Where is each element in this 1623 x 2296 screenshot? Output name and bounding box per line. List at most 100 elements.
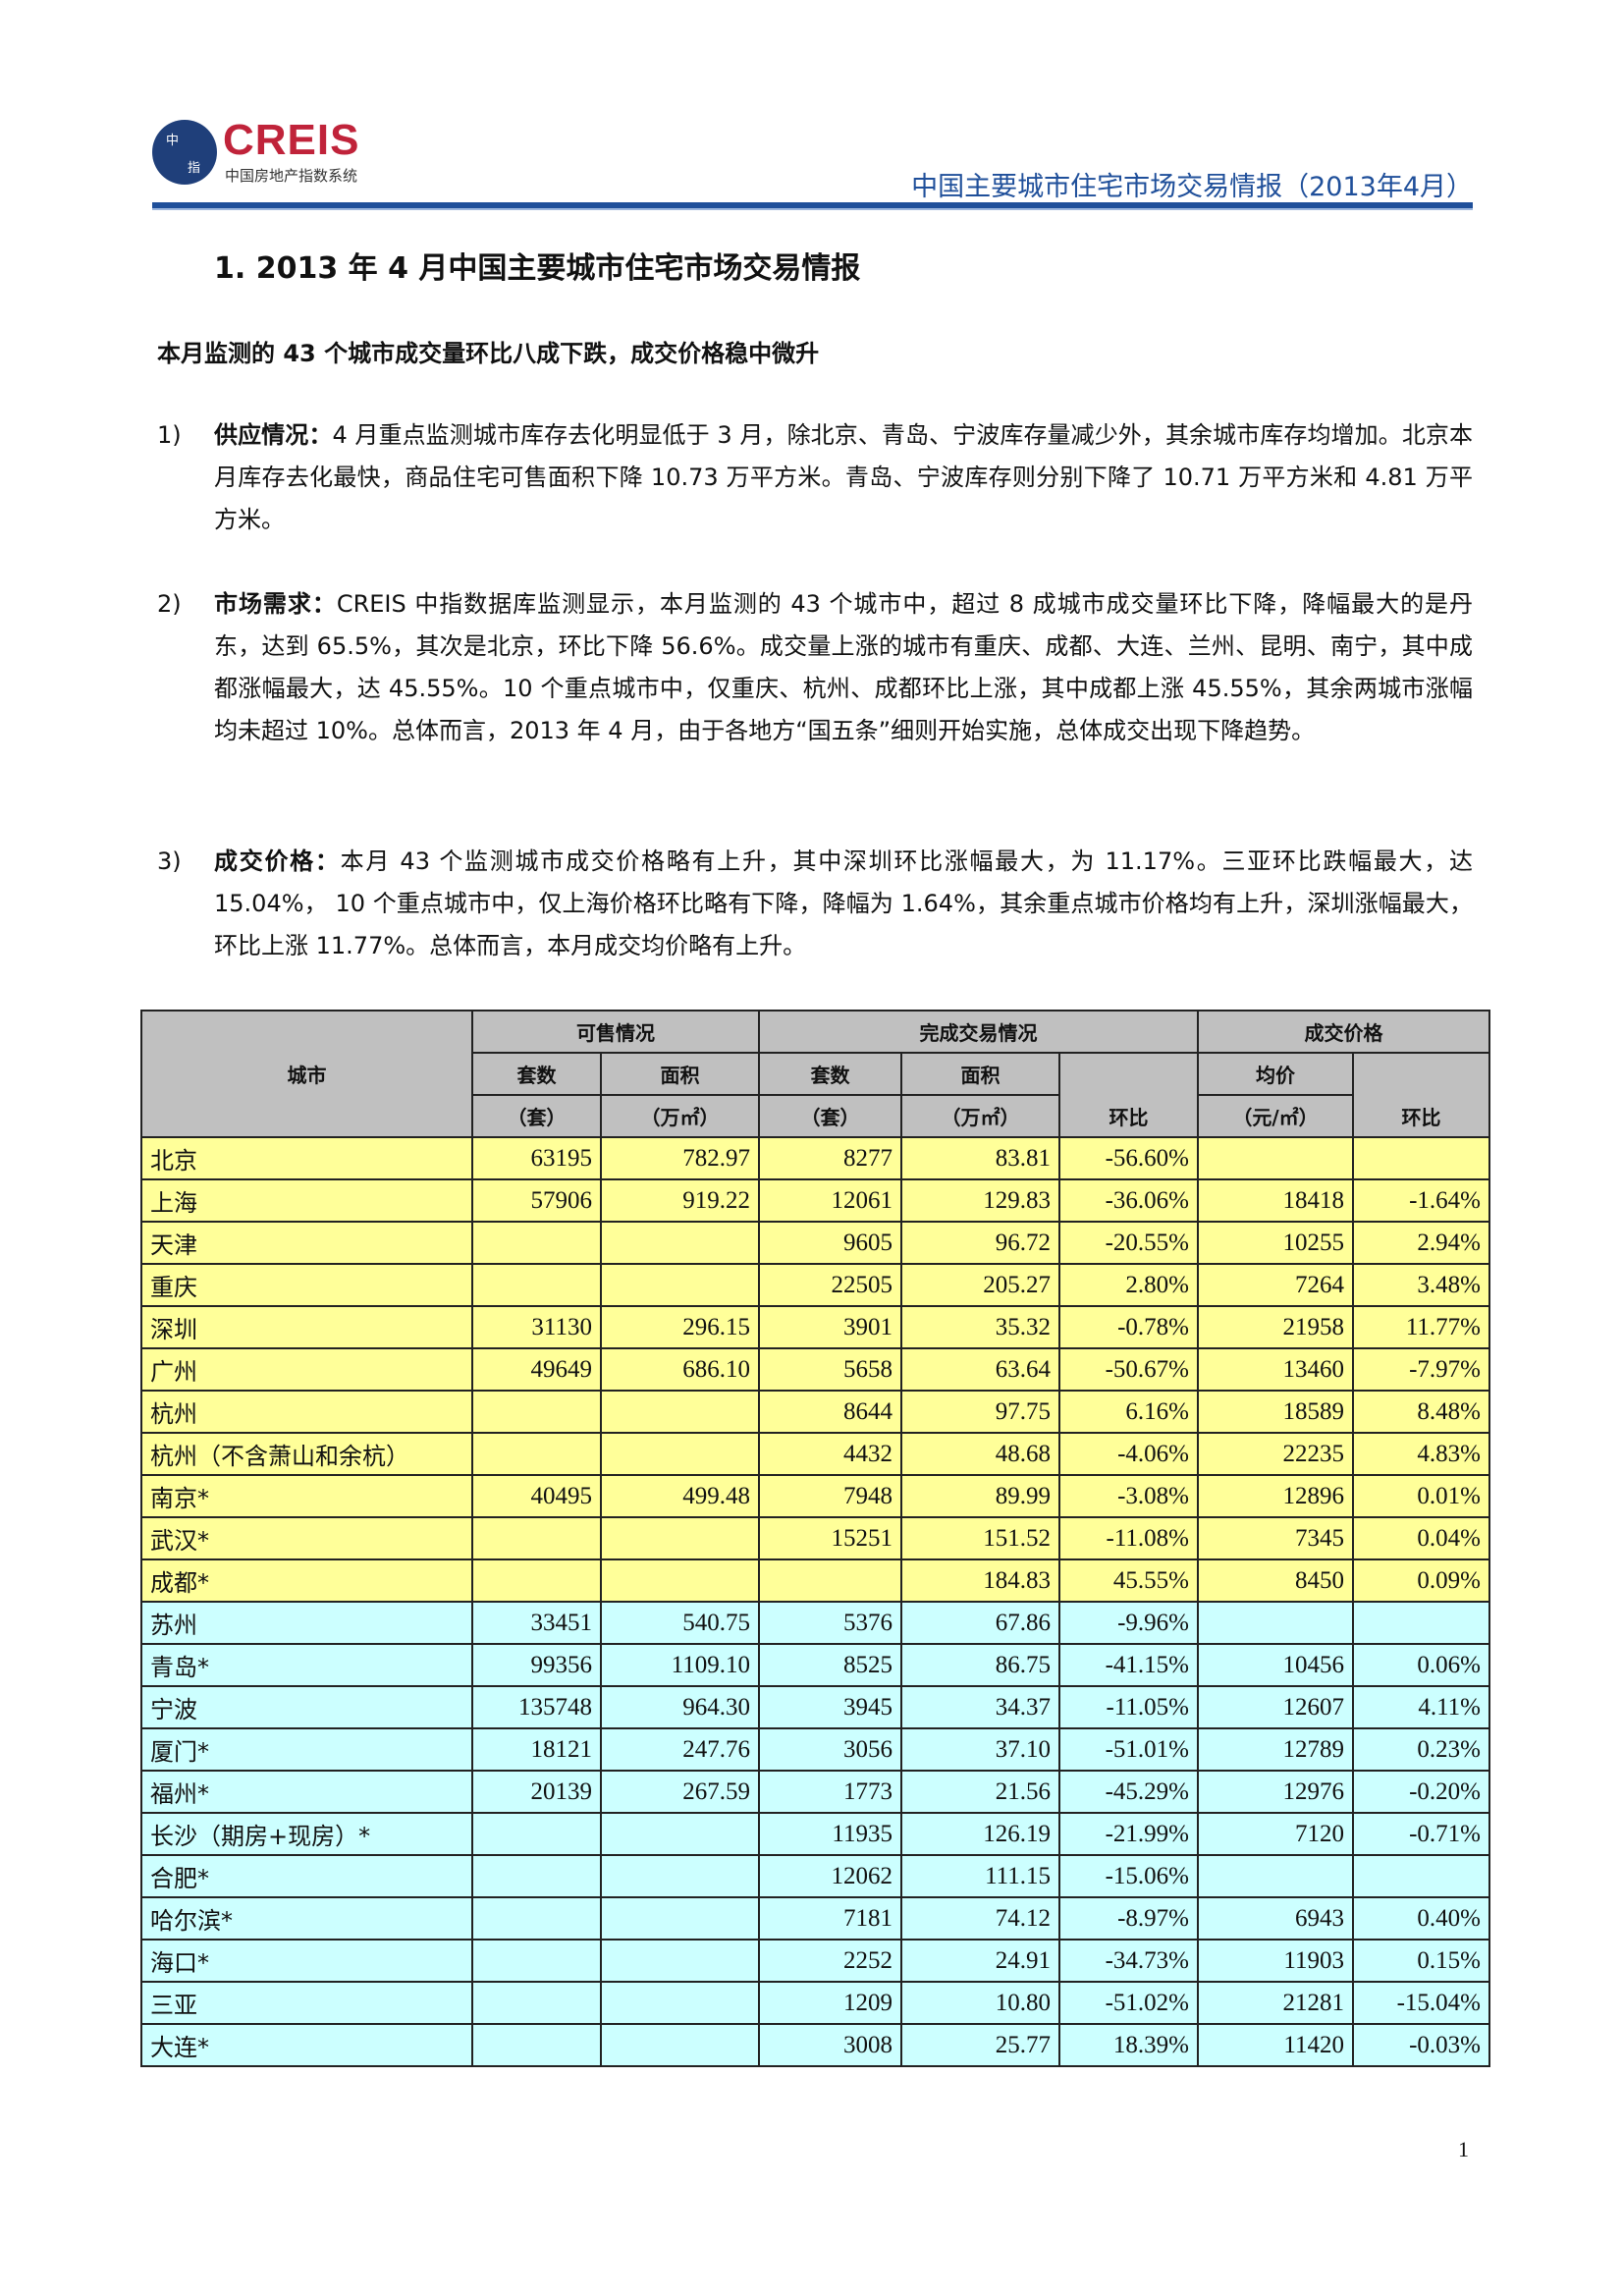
- cell-supply-units: [471, 1221, 602, 1265]
- cell-deal-mom: -51.01%: [1058, 1727, 1199, 1772]
- cell-supply-area: [600, 1432, 760, 1476]
- cell-supply-units: [471, 1812, 602, 1856]
- section-title: 1. 2013 年 4 月中国主要城市住宅市场交易情报: [214, 251, 861, 286]
- cell-avg-price: [1197, 1601, 1354, 1645]
- cell-price-mom: 0.06%: [1352, 1643, 1490, 1687]
- cell-supply-units: 99356: [471, 1643, 602, 1687]
- cell-deal-mom: -41.15%: [1058, 1643, 1199, 1687]
- cell-deal-area: 10.80: [900, 1981, 1060, 2025]
- cell-supply-area: 499.48: [600, 1474, 760, 1518]
- table-row: 北京 63195 782.97 8277 83.81 -56.60%: [140, 1136, 1490, 1180]
- cell-city: 合肥*: [140, 1854, 473, 1898]
- creis-logo: 中 指 CREIS 中国房地产指数系统: [152, 116, 388, 190]
- cell-deal-area: 48.68: [900, 1432, 1060, 1476]
- cell-price-mom: 2.94%: [1352, 1221, 1490, 1265]
- table-row: 青岛* 99356 1109.10 8525 86.75 -41.15% 10456 0.06…: [140, 1643, 1490, 1687]
- cell-avg-price: 11420: [1197, 2023, 1354, 2067]
- cell-deal-area: 96.72: [900, 1221, 1060, 1265]
- table-row: 福州* 20139 267.59 1773 21.56 -45.29% 12976 -0.20…: [140, 1770, 1490, 1814]
- cell-deal-area: 89.99: [900, 1474, 1060, 1518]
- cell-price-mom: 0.09%: [1352, 1558, 1490, 1603]
- header-divider: [152, 202, 1473, 210]
- header-supply-area: 面积: [600, 1052, 760, 1096]
- cell-deal-mom: -15.06%: [1058, 1854, 1199, 1898]
- cell-deal-mom: -0.78%: [1058, 1305, 1199, 1349]
- cell-deal-mom: -3.08%: [1058, 1474, 1199, 1518]
- cell-deal-units: 5658: [758, 1347, 902, 1392]
- table-row: 合肥* 12062 111.15 -15.06%: [140, 1854, 1490, 1898]
- cell-avg-price: 10255: [1197, 1221, 1354, 1265]
- cell-deal-units: 15251: [758, 1516, 902, 1560]
- cell-deal-area: 74.12: [900, 1896, 1060, 1941]
- unit-deal-units: （套）: [758, 1094, 902, 1138]
- cell-city: 哈尔滨*: [140, 1896, 473, 1941]
- cell-deal-mom: 18.39%: [1058, 2023, 1199, 2067]
- cell-avg-price: 21958: [1197, 1305, 1354, 1349]
- header-price: 成交价格: [1197, 1010, 1490, 1054]
- cell-city: 宁波: [140, 1685, 473, 1729]
- table-row: 大连* 3008 25.77 18.39% 11420 -0.03%: [140, 2023, 1490, 2067]
- cell-supply-units: [471, 2023, 602, 2067]
- cell-city: 重庆: [140, 1263, 473, 1307]
- cell-price-mom: 3.48%: [1352, 1263, 1490, 1307]
- cell-price-mom: 0.15%: [1352, 1939, 1490, 1983]
- cell-deal-area: 151.52: [900, 1516, 1060, 1560]
- cell-deal-area: 63.64: [900, 1347, 1060, 1392]
- cell-deal-units: 3901: [758, 1305, 902, 1349]
- cell-deal-area: 126.19: [900, 1812, 1060, 1856]
- table-row: 长沙（期房+现房）* 11935 126.19 -21.99% 7120 -0.71%: [140, 1812, 1490, 1856]
- cell-supply-area: 247.76: [600, 1727, 760, 1772]
- cell-city: 成都*: [140, 1558, 473, 1603]
- cell-deal-units: 8525: [758, 1643, 902, 1687]
- cell-price-mom: -0.03%: [1352, 2023, 1490, 2067]
- section-subtitle: 本月监测的 43 个城市成交量环比八成下跌，成交价格稳中微升: [157, 340, 820, 367]
- cell-supply-area: [600, 1854, 760, 1898]
- cell-city: 上海: [140, 1178, 473, 1223]
- cell-price-mom: -0.20%: [1352, 1770, 1490, 1814]
- cell-deal-units: 3008: [758, 2023, 902, 2067]
- cell-deal-mom: -21.99%: [1058, 1812, 1199, 1856]
- header-deal-area: 面积: [900, 1052, 1060, 1096]
- cell-deal-mom: -20.55%: [1058, 1221, 1199, 1265]
- cell-supply-area: [600, 1516, 760, 1560]
- table-row: 重庆 22505 205.27 2.80% 7264 3.48%: [140, 1263, 1490, 1307]
- cell-price-mom: 0.23%: [1352, 1727, 1490, 1772]
- cell-deal-mom: -34.73%: [1058, 1939, 1199, 1983]
- cell-deal-mom: -4.06%: [1058, 1432, 1199, 1476]
- cell-supply-area: 964.30: [600, 1685, 760, 1729]
- table-row: 成都* 184.83 45.55% 8450 0.09%: [140, 1558, 1490, 1603]
- cell-deal-mom: -11.08%: [1058, 1516, 1199, 1560]
- cell-avg-price: 12789: [1197, 1727, 1354, 1772]
- cell-supply-units: 20139: [471, 1770, 602, 1814]
- cell-city: 苏州: [140, 1601, 473, 1645]
- cell-city: 武汉*: [140, 1516, 473, 1560]
- cell-supply-units: 57906: [471, 1178, 602, 1223]
- cell-supply-area: 919.22: [600, 1178, 760, 1223]
- cell-price-mom: 0.01%: [1352, 1474, 1490, 1518]
- cell-avg-price: 7120: [1197, 1812, 1354, 1856]
- table-row: 深圳 31130 296.15 3901 35.32 -0.78% 21958 11.77%: [140, 1305, 1490, 1349]
- cell-supply-units: [471, 1558, 602, 1603]
- cell-deal-area: 205.27: [900, 1263, 1060, 1307]
- cell-supply-units: [471, 1390, 602, 1434]
- cell-deal-area: 129.83: [900, 1178, 1060, 1223]
- header-deal-units: 套数: [758, 1052, 902, 1096]
- table-row: 海口* 2252 24.91 -34.73% 11903 0.15%: [140, 1939, 1490, 1983]
- cell-city: 青岛*: [140, 1643, 473, 1687]
- cell-deal-area: 24.91: [900, 1939, 1060, 1983]
- paragraph-price: 3) 成交价格：本月 43 个监测城市成交价格略有上升，其中深圳环比涨幅最大，为…: [157, 847, 1473, 959]
- table-row: 上海 57906 919.22 12061 129.83 -36.06% 18418 -1.6…: [140, 1178, 1490, 1223]
- cell-deal-units: 12062: [758, 1854, 902, 1898]
- cell-supply-units: [471, 1516, 602, 1560]
- cell-price-mom: 0.40%: [1352, 1896, 1490, 1941]
- cell-city: 南京*: [140, 1474, 473, 1518]
- cell-avg-price: 21281: [1197, 1981, 1354, 2025]
- cell-avg-price: 22235: [1197, 1432, 1354, 1476]
- cell-supply-units: [471, 1854, 602, 1898]
- cell-deal-area: 34.37: [900, 1685, 1060, 1729]
- cell-price-mom: 0.04%: [1352, 1516, 1490, 1560]
- cell-deal-units: 5376: [758, 1601, 902, 1645]
- cell-supply-units: [471, 1896, 602, 1941]
- cell-supply-units: [471, 1981, 602, 2025]
- cell-supply-units: [471, 1263, 602, 1307]
